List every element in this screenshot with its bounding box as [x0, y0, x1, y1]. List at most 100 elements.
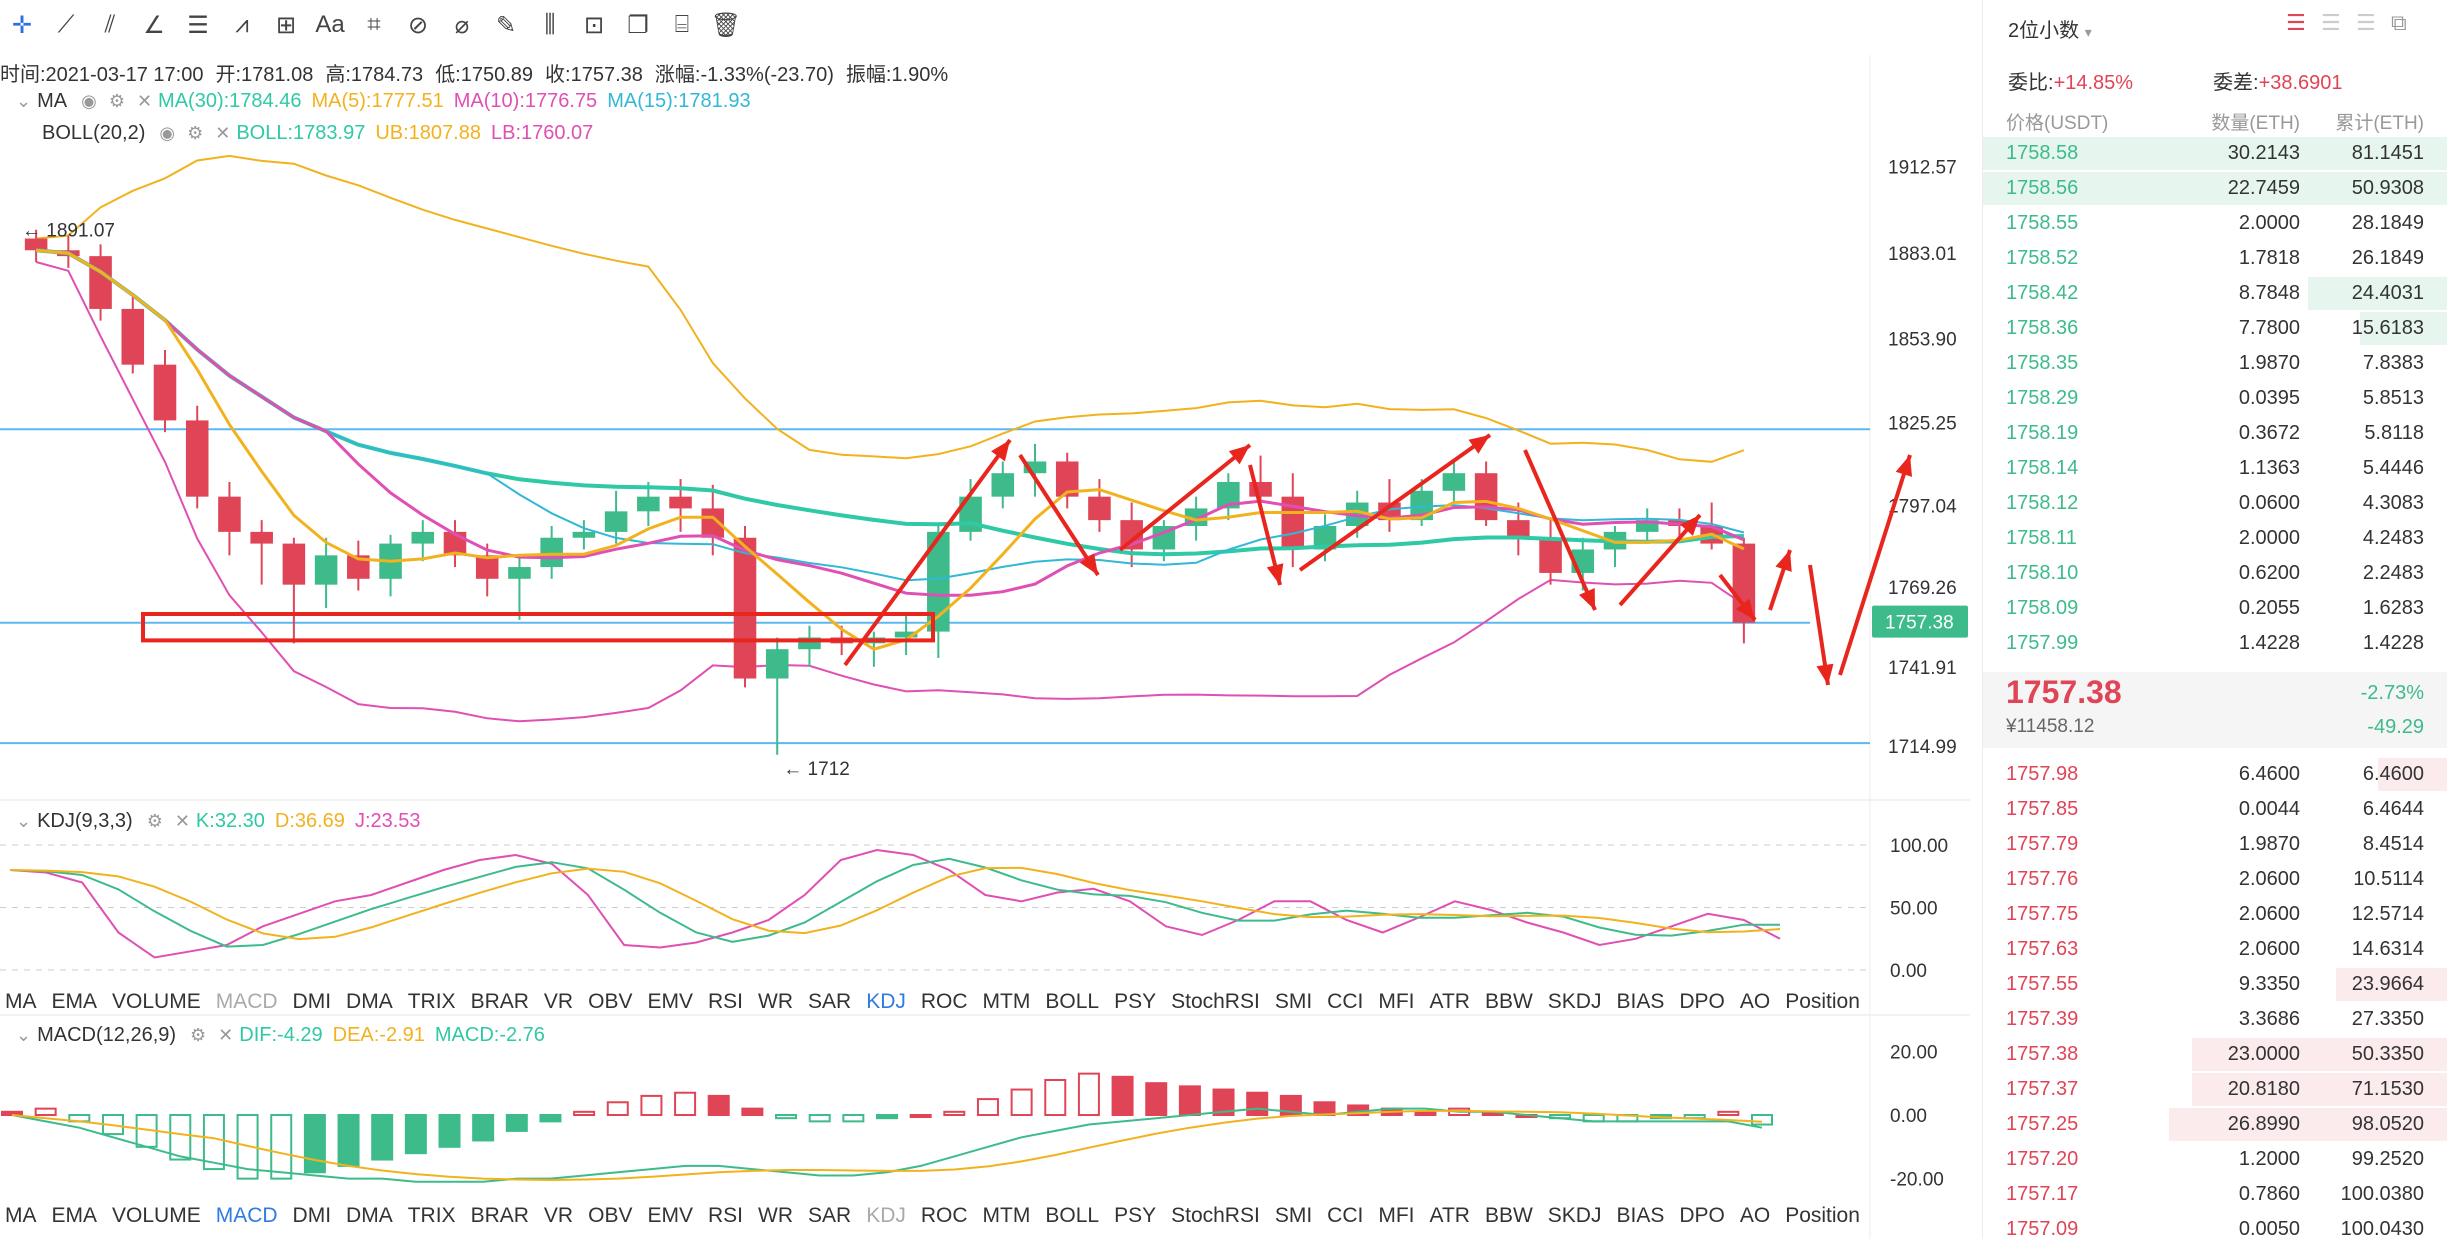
settings-icon[interactable]: ⚙ [190, 1025, 207, 1045]
tab-wr[interactable]: WR [758, 1204, 793, 1227]
popout-icon[interactable]: ⧉ [2391, 10, 2407, 35]
close-icon[interactable]: ✕ [136, 91, 153, 111]
angle-line-icon[interactable]: ∠ [143, 11, 165, 39]
order-row[interactable]: 1757.76 2.0600 10.5114 [1983, 862, 2447, 897]
tab-mtm[interactable]: MTM [982, 990, 1031, 1013]
order-row[interactable]: 1757.63 2.0600 14.6314 [1983, 932, 2447, 967]
order-row[interactable]: 1757.17 0.7860 100.0380 [1983, 1177, 2447, 1212]
tab-dpo[interactable]: DPO [1679, 990, 1725, 1013]
tab-position[interactable]: Position [1785, 990, 1860, 1013]
tab-bbw[interactable]: BBW [1484, 990, 1533, 1013]
tab-atr[interactable]: ATR [1429, 1204, 1470, 1227]
tab-smi[interactable]: SMI [1274, 1204, 1313, 1227]
tab-cci[interactable]: CCI [1327, 1204, 1364, 1227]
measure-icon[interactable]: ⌸ [674, 11, 690, 38]
order-row[interactable]: 1758.11 2.0000 4.2483 [1983, 521, 2447, 556]
order-row[interactable]: 1758.56 22.7459 50.9308 [1983, 171, 2447, 206]
close-icon[interactable]: ✕ [174, 811, 190, 831]
tab-volume[interactable]: VOLUME [112, 1204, 201, 1227]
tab-boll[interactable]: BOLL [1045, 1204, 1100, 1227]
tab-ao[interactable]: AO [1739, 1204, 1771, 1227]
order-row[interactable]: 1758.55 2.0000 28.1849 [1983, 206, 2447, 241]
wave-icon[interactable]: ⩘ [235, 11, 249, 38]
ruler-icon[interactable]: ⌀ [454, 11, 470, 39]
tab-brar[interactable]: BRAR [470, 990, 529, 1013]
tab-trix[interactable]: TRIX [407, 990, 456, 1013]
tab-skdj[interactable]: SKDJ [1547, 990, 1602, 1013]
tab-bias[interactable]: BIAS [1616, 990, 1665, 1013]
collapse-icon[interactable]: ⌄ [16, 811, 32, 831]
tab-rsi[interactable]: RSI [707, 990, 743, 1013]
parallel-channel-icon[interactable]: ⫽ [104, 11, 116, 38]
order-row[interactable]: 1757.20 1.2000 99.2520 [1983, 1142, 2447, 1177]
tab-ma[interactable]: MA [5, 1204, 37, 1227]
tab-ema[interactable]: EMA [51, 990, 98, 1013]
order-row[interactable]: 1757.09 0.0050 100.0430 [1983, 1212, 2447, 1247]
order-row[interactable]: 1758.42 8.7848 24.4031 [1983, 276, 2447, 311]
tab-stochrsi[interactable]: StochRSI [1171, 1204, 1260, 1227]
trend-line-icon[interactable]: ⟋ [57, 11, 75, 38]
tab-vr[interactable]: VR [543, 1204, 574, 1227]
order-row[interactable]: 1758.12 0.0600 4.3083 [1983, 486, 2447, 521]
eye-icon[interactable]: ◉ [81, 91, 97, 111]
order-row[interactable]: 1757.39 3.3686 27.3350 [1983, 1002, 2447, 1037]
tab-obv[interactable]: OBV [588, 990, 633, 1013]
tab-atr[interactable]: ATR [1429, 990, 1470, 1013]
close-icon[interactable]: ✕ [215, 123, 231, 143]
lock-icon[interactable]: ⊡ [583, 11, 605, 39]
order-row[interactable]: 1758.09 0.2055 1.6283 [1983, 591, 2447, 626]
pencil-icon[interactable]: ✎ [495, 11, 517, 39]
tab-volume[interactable]: VOLUME [112, 990, 201, 1013]
order-row[interactable]: 1757.85 0.0044 6.4644 [1983, 792, 2447, 827]
tab-roc[interactable]: ROC [920, 990, 968, 1013]
view-asks-icon[interactable]: ☰ [2321, 10, 2341, 35]
tab-kdj[interactable]: KDJ [866, 1204, 906, 1227]
tab-vr[interactable]: VR [543, 990, 574, 1013]
order-row[interactable]: 1758.36 7.7800 15.6183 [1983, 311, 2447, 346]
trash-icon[interactable]: 🗑 [710, 11, 742, 39]
tab-obv[interactable]: OBV [588, 1204, 633, 1227]
chart-panel[interactable]: 1912.57 1883.01 1853.90 1825.25 1797.04 1769.… [0, 0, 1970, 1239]
view-bids-icon[interactable]: ☰ [2356, 10, 2376, 35]
order-row[interactable]: 1758.58 30.2143 81.1451 [1983, 136, 2447, 171]
tab-dma[interactable]: DMA [346, 990, 393, 1013]
order-row[interactable]: 1758.19 0.3672 5.8118 [1983, 416, 2447, 451]
text-icon[interactable]: Aa [315, 11, 345, 38]
tab-sar[interactable]: SAR [808, 1204, 852, 1227]
rectangle-icon[interactable]: ⊞ [275, 11, 297, 39]
order-row[interactable]: 1757.37 20.8180 71.1530 [1983, 1072, 2447, 1107]
tab-position[interactable]: Position [1785, 1204, 1860, 1227]
tab-mfi[interactable]: MFI [1378, 1204, 1415, 1227]
order-row[interactable]: 1757.55 9.3350 23.9664 [1983, 967, 2447, 1002]
order-row[interactable]: 1757.99 1.4228 1.4228 [1983, 626, 2447, 661]
tab-psy[interactable]: PSY [1114, 990, 1157, 1013]
tab-bias[interactable]: BIAS [1616, 1204, 1665, 1227]
tab-emv[interactable]: EMV [647, 990, 693, 1013]
order-row[interactable]: 1757.25 26.8990 98.0520 [1983, 1107, 2447, 1142]
tab-emv[interactable]: EMV [647, 1204, 693, 1227]
tab-sar[interactable]: SAR [808, 990, 852, 1013]
tab-cci[interactable]: CCI [1327, 990, 1364, 1013]
order-row[interactable]: 1758.35 1.9870 7.8383 [1983, 346, 2447, 381]
copy-icon[interactable]: ❐ [627, 11, 649, 39]
order-row[interactable]: 1757.98 6.4600 6.4600 [1983, 757, 2447, 792]
tab-dpo[interactable]: DPO [1679, 1204, 1725, 1227]
tab-wr[interactable]: WR [758, 990, 793, 1013]
decimals-select[interactable]: 2位小数 ▾ [2008, 20, 2092, 42]
bars-icon[interactable]: ⫼ [544, 11, 556, 38]
order-row[interactable]: 1757.38 23.0000 50.3350 [1983, 1037, 2447, 1072]
settings-icon[interactable]: ⚙ [146, 811, 163, 831]
tab-kdj[interactable]: KDJ [866, 990, 906, 1013]
tab-bbw[interactable]: BBW [1484, 1204, 1533, 1227]
tab-trix[interactable]: TRIX [407, 1204, 456, 1227]
tab-mtm[interactable]: MTM [982, 1204, 1031, 1227]
tab-psy[interactable]: PSY [1114, 1204, 1157, 1227]
tab-ema[interactable]: EMA [51, 1204, 98, 1227]
tab-roc[interactable]: ROC [920, 1204, 968, 1227]
order-row[interactable]: 1758.29 0.0395 5.8513 [1983, 381, 2447, 416]
tab-dmi[interactable]: DMI [292, 1204, 332, 1227]
order-row[interactable]: 1758.10 0.6200 2.2483 [1983, 556, 2447, 591]
horizontal-lines-icon[interactable]: ☰ [187, 11, 209, 39]
close-icon[interactable]: ✕ [218, 1025, 234, 1045]
order-row[interactable]: 1758.14 1.1363 5.4446 [1983, 451, 2447, 486]
